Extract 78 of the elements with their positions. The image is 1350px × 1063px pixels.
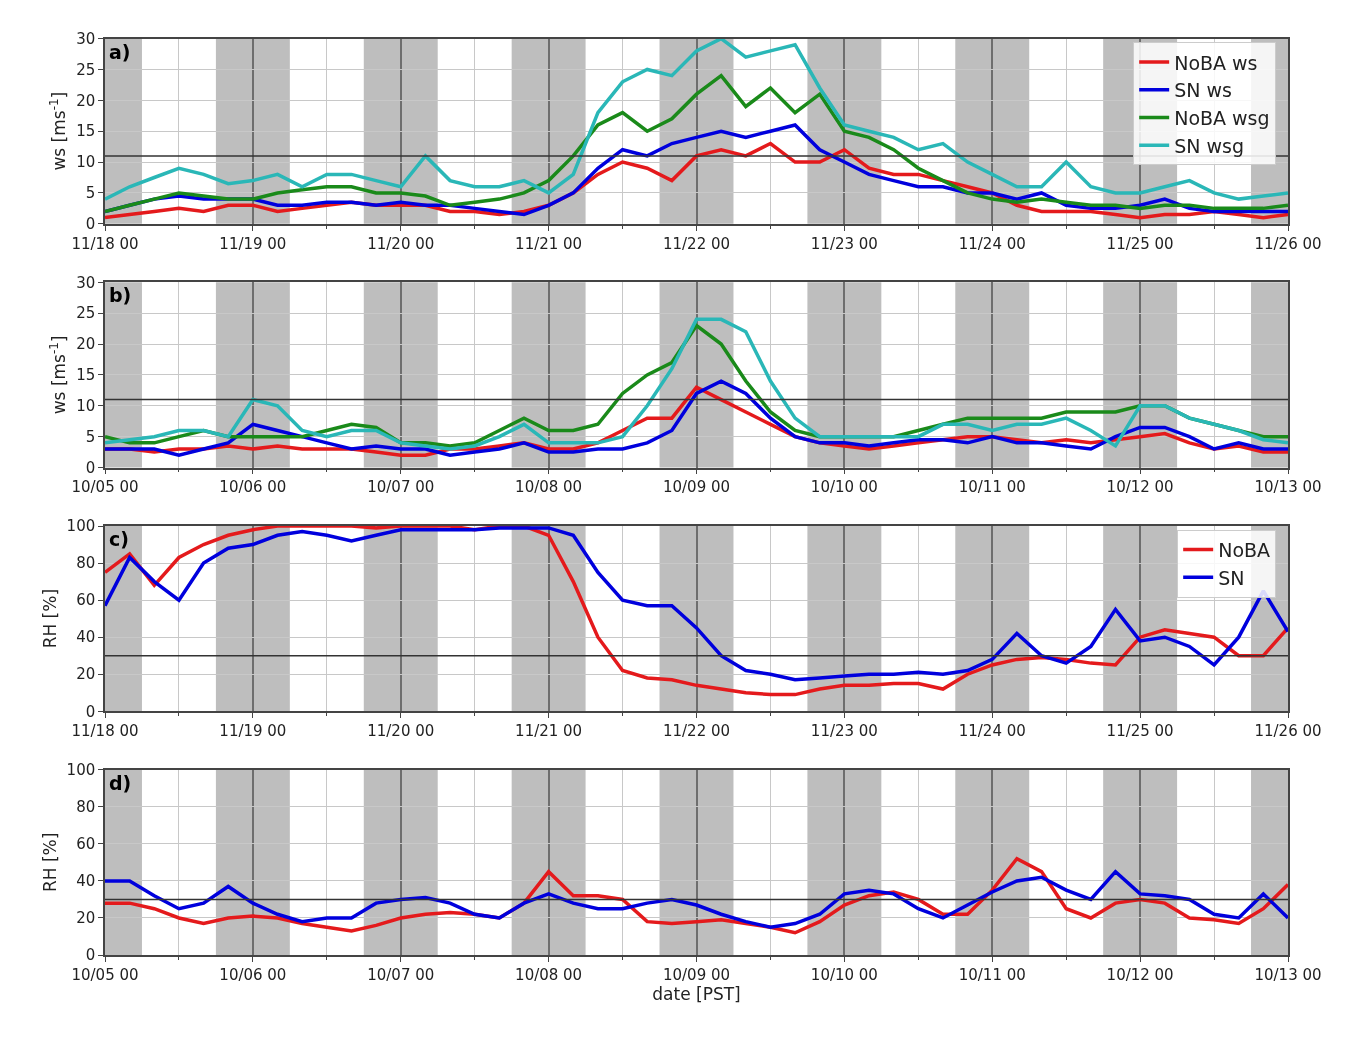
x-tick-label: 11/24 00 <box>958 722 1026 741</box>
x-tick-label: 10/08 00 <box>515 965 583 984</box>
x-tick-label: 10/12 00 <box>1106 478 1174 497</box>
x-tick-label: 10/09 00 <box>662 965 731 984</box>
y-tick-label: 20 <box>76 909 96 928</box>
legend-label: SN ws <box>1174 79 1232 102</box>
y-tick-label: 15 <box>76 122 96 141</box>
y-tick-label: 20 <box>76 335 96 354</box>
y-tick-label: 0 <box>85 215 96 234</box>
x-axis-title: date [PST] <box>652 983 741 1004</box>
chart-title: a) <box>109 41 131 63</box>
x-tick-label: 11/20 00 <box>367 234 435 253</box>
x-tick-label: 10/07 00 <box>367 965 435 984</box>
x-tick-label: 10/07 00 <box>367 478 435 497</box>
x-tick-label: 10/13 00 <box>1254 478 1322 497</box>
y-tick-label: 60 <box>76 591 96 610</box>
x-tick-label: 10/11 00 <box>958 478 1026 497</box>
y-tick-label: 5 <box>85 427 96 446</box>
y-tick-label: 30 <box>76 29 96 48</box>
legend-label: SN wsg <box>1174 134 1244 157</box>
chart-title: d) <box>109 772 132 794</box>
x-tick-label: 10/13 00 <box>1254 965 1322 984</box>
x-tick-label: 11/25 00 <box>1106 234 1174 253</box>
x-tick-label: 11/22 00 <box>662 234 731 253</box>
x-tick-label: 10/10 00 <box>810 478 878 497</box>
x-tick-label: 11/19 00 <box>219 234 287 253</box>
y-tick-label: 0 <box>85 946 96 965</box>
x-tick-label: 11/25 00 <box>1106 722 1174 741</box>
x-tick-label: 10/05 00 <box>71 965 139 984</box>
x-tick-label: 10/09 00 <box>662 478 731 497</box>
y-tick-label: 40 <box>76 872 96 891</box>
x-tick-label: 11/24 00 <box>958 234 1026 253</box>
y-tick-label: 100 <box>66 517 96 536</box>
x-tick-label: 10/10 00 <box>810 965 878 984</box>
y-tick-label: 0 <box>85 458 96 477</box>
y-tick-label: 0 <box>85 702 96 721</box>
x-tick-label: 11/23 00 <box>810 234 878 253</box>
line-series <box>105 38 1288 201</box>
x-tick-label: 11/26 00 <box>1254 234 1322 253</box>
y-tick-label: 10 <box>76 153 96 172</box>
legend-label: SN <box>1218 566 1245 589</box>
y-tick-label: 80 <box>76 554 96 573</box>
legend-label: NoBA ws <box>1174 51 1258 74</box>
x-tick-label: 10/06 00 <box>219 478 287 497</box>
x-tick-label: 11/23 00 <box>810 722 878 741</box>
y-tick-label: 40 <box>76 628 96 647</box>
y-axis-title: RH [%] <box>39 588 60 649</box>
x-tick-label: 10/12 00 <box>1106 965 1174 984</box>
line-series <box>105 73 1288 214</box>
y-tick-label: 80 <box>76 798 96 817</box>
y-tick-label: 60 <box>76 835 96 854</box>
y-tick-label: 25 <box>76 304 96 323</box>
chart-title: b) <box>109 284 132 306</box>
y-tick-label: 20 <box>76 665 96 684</box>
chart-title: c) <box>109 528 129 550</box>
legend-label: NoBA wsg <box>1174 106 1270 129</box>
x-tick-label: 11/20 00 <box>367 722 435 741</box>
y-tick-label: 5 <box>85 184 96 203</box>
y-tick-label: 25 <box>76 60 96 79</box>
x-tick-label: 10/05 00 <box>71 478 139 497</box>
x-tick-label: 11/18 00 <box>71 722 139 741</box>
y-tick-label: 100 <box>66 761 96 780</box>
x-tick-label: 11/21 00 <box>515 234 583 253</box>
line-series <box>105 869 1288 929</box>
x-tick-label: 10/08 00 <box>515 478 583 497</box>
x-tick-label: 11/26 00 <box>1254 722 1322 741</box>
x-tick-label: 10/06 00 <box>219 965 287 984</box>
x-tick-label: 11/18 00 <box>71 234 139 253</box>
y-axis-title: RH [%] <box>39 832 60 893</box>
y-tick-label: 20 <box>76 91 96 110</box>
y-tick-label: 15 <box>76 366 96 385</box>
x-tick-label: 11/22 00 <box>662 722 731 741</box>
y-tick-label: 30 <box>76 273 96 292</box>
legend-label: NoBA <box>1218 539 1271 561</box>
y-tick-label: 10 <box>76 397 96 416</box>
x-tick-label: 10/11 00 <box>958 965 1026 984</box>
x-tick-label: 11/21 00 <box>515 722 583 741</box>
x-tick-label: 11/19 00 <box>219 722 287 741</box>
